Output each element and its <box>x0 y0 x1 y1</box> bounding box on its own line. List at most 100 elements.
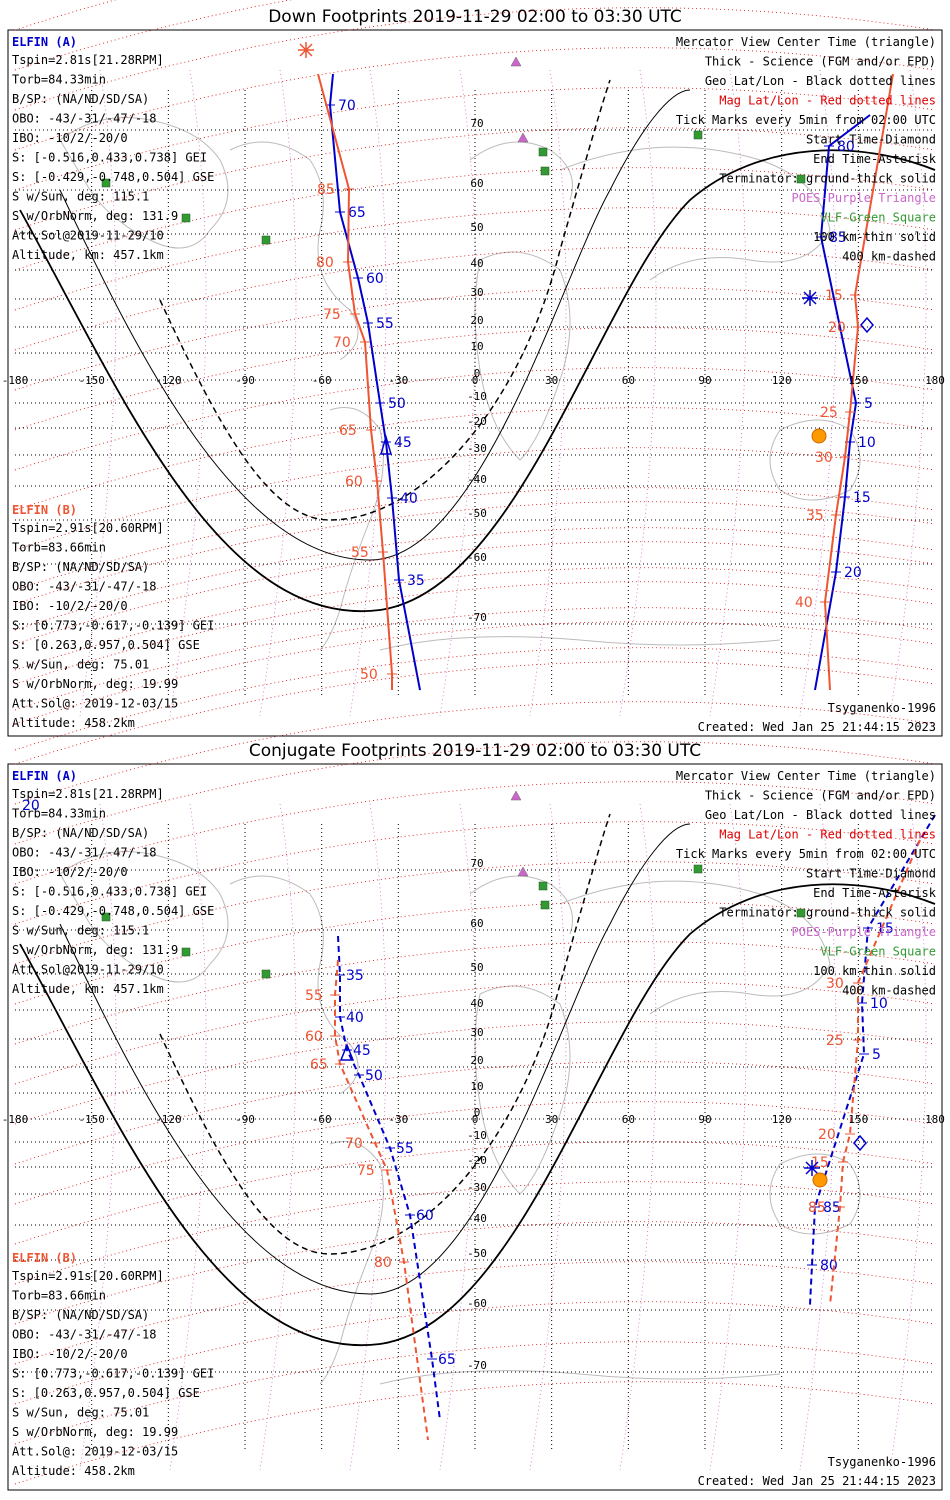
lon-tick-label: 180 <box>925 374 945 387</box>
elfin-b-info-line: Altitude: 458.2km <box>12 716 135 730</box>
panel-title-conjugate: Conjugate Footprints 2019-11-29 02:00 to… <box>249 741 701 761</box>
lon-tick-label: 150 <box>848 1113 868 1126</box>
lat-tick-label: 50 <box>470 221 483 234</box>
legend-item: Terminator: ground-thick solid <box>719 906 936 920</box>
elfin-b-info-line: S w/Sun, deg: 75.01 <box>12 1406 149 1420</box>
model-label: Tsyganenko-1996 <box>828 1455 936 1469</box>
track-tick-label: 50 <box>388 396 406 412</box>
vlf-square <box>181 947 191 957</box>
mag-meridian <box>439 69 477 717</box>
legend-item: End Time-Asterisk <box>813 152 937 166</box>
lat-tick-label: -30 <box>467 1181 487 1194</box>
elfin-b-info-line: OBO: -43/-31/-47/-18 <box>12 580 157 594</box>
lon-tick-label: 90 <box>698 374 711 387</box>
geo-grid <box>15 824 935 1450</box>
vlf-square <box>693 130 703 140</box>
elfin-b-info-line: Att.Sol@: 2019-12-03/15 <box>12 1445 178 1459</box>
legend-item: Mercator View Center Time (triangle) <box>676 769 936 783</box>
track-tick-label: 50 <box>360 667 378 683</box>
vlf-square <box>796 174 806 184</box>
elfin-a-info-line: B/SP: (NA/ND/SD/SA) <box>12 826 149 840</box>
lat-tick-label: -50 <box>467 507 487 520</box>
lat-tick-label: -70 <box>467 1359 487 1372</box>
elfin-a-info-line: Tspin=2.81s[21.28RPM] <box>12 53 164 67</box>
elfin-b-info-line: Tspin=2.91s[20.60RPM] <box>12 521 164 535</box>
lat-tick-label: 70 <box>470 857 483 870</box>
elfin-b-info-line: B/SP: (NA/ND/SD/SA) <box>12 560 149 574</box>
lat-tick-label: 70 <box>470 117 483 130</box>
terminator-400km <box>159 79 611 521</box>
track-tick-label: 50 <box>365 1068 383 1084</box>
track-tick-label: 25 <box>826 1033 844 1049</box>
lon-tick-label: 180 <box>925 1113 945 1126</box>
legend-item: POES-Purple Triangle <box>792 191 937 205</box>
coastlines <box>59 117 861 651</box>
elfin-a-info-line: Altitude, km: 457.1km <box>12 248 164 262</box>
sun-icon <box>812 1172 828 1188</box>
lon-tick-label: 90 <box>698 1113 711 1126</box>
legend-item: Geo Lat/Lon - Black dotted lines <box>705 74 936 88</box>
elfin-a-info-line: S: [-0.429,-0.748,0.504] GSE <box>12 170 214 184</box>
legend-item: Thick - Science (FGM and/or EPD) <box>705 55 936 69</box>
mag-meridian <box>889 803 927 1471</box>
elfin-a-info-line: S w/OrbNorm, deg: 131.9 <box>12 943 178 957</box>
lon-tick-label: -60 <box>312 1113 332 1126</box>
mag-meridian <box>169 69 207 717</box>
legend-item: Tick Marks every 5min from 02:00 UTC <box>676 847 936 861</box>
lon-tick-label: 150 <box>848 374 868 387</box>
track-tick-label: 60 <box>366 271 384 287</box>
vlf-square <box>538 147 548 157</box>
lat-tick-label: 50 <box>470 961 483 974</box>
mag-meridian <box>709 69 747 717</box>
geo-grid <box>15 90 935 696</box>
lat-tick-label: 20 <box>470 314 483 327</box>
coastline <box>559 880 831 1015</box>
terminator-ground <box>19 149 936 613</box>
mag-meridian <box>529 803 567 1471</box>
lon-tick-label: 0 <box>472 374 479 387</box>
track-tick-label: 70 <box>338 98 356 114</box>
vlf-square <box>540 900 550 910</box>
track-tick-label: 5 <box>864 396 873 412</box>
track-tick-label: 55 <box>305 988 323 1004</box>
lon-tick-label: -90 <box>235 1113 255 1126</box>
track-tick-label: 70 <box>333 335 351 351</box>
terminator-lines <box>19 813 936 1347</box>
info-text: ELFIN (A) Tspin=2.81s[21.28RPM] Torb=84.33… <box>12 35 937 734</box>
legend-item: Start Time-Diamond <box>806 133 936 147</box>
lon-tick-label: -120 <box>155 374 182 387</box>
track-tick-label: 40 <box>346 1010 364 1026</box>
end-asterisk <box>298 42 314 58</box>
elfin-b-info-line: S w/Sun, deg: 75.01 <box>12 658 149 672</box>
elfin-b-info-line: S: [0.263,0.957,0.504] GSE <box>12 1386 200 1400</box>
coastline <box>379 636 781 651</box>
elfin-a-info-line: S w/Sun, deg: 115.1 <box>12 190 149 204</box>
coastline <box>229 875 359 1095</box>
elfin-a-info-line: OBO: -43/-31/-47/-18 <box>12 112 157 126</box>
track-tick-label: 20 <box>818 1127 836 1143</box>
coastline <box>59 851 229 983</box>
legend-item: POES-Purple Triangle <box>792 925 937 939</box>
legend-item: VLF-Green Square <box>820 945 936 959</box>
track-tick-label: 55 <box>351 545 369 561</box>
mag-meridian <box>79 803 117 1471</box>
track-tick-label: 30 <box>815 450 833 466</box>
lat-tick-label: 40 <box>470 997 483 1010</box>
elfin-b-info-line: IBO: -10/2/-20/0 <box>12 1347 128 1361</box>
lat-tick-label: -40 <box>467 1212 487 1225</box>
footprint-tracks: 3540455055606555606570758015105858030252… <box>305 814 936 1441</box>
mag-meridian <box>619 69 657 717</box>
lon-tick-label: -30 <box>388 1113 408 1126</box>
track-tick-label: 80 <box>837 139 855 155</box>
lon-tick-label: -120 <box>155 1113 182 1126</box>
lat-tick-label: 30 <box>470 1026 483 1039</box>
mag-meridian <box>259 803 297 1471</box>
lat-tick-label: -20 <box>467 415 487 428</box>
elfin-a-header: ELFIN (A) <box>12 769 77 783</box>
lat-tick-label: -10 <box>467 390 487 403</box>
lat-tick-label: 40 <box>470 257 483 270</box>
track-tick-label: 20 <box>844 565 862 581</box>
elfin-b-info-line: S: [0.773,-0.617,-0.139] GEI <box>12 619 214 633</box>
lat-tick-label: 20 <box>470 1054 483 1067</box>
